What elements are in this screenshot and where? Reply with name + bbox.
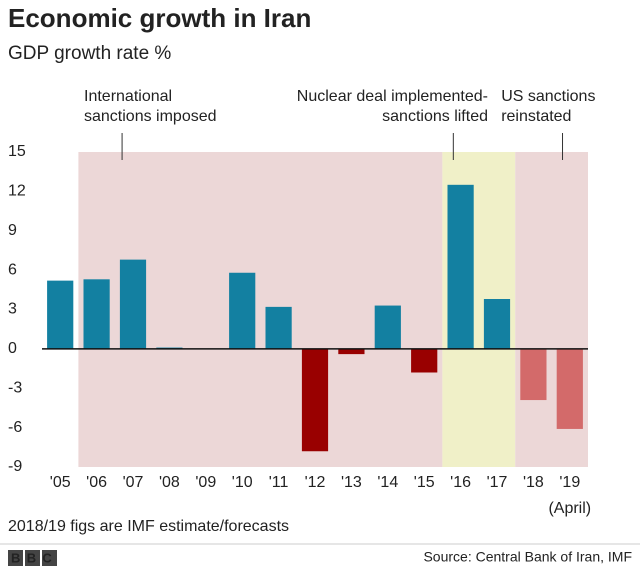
annotation-label: sanctions imposed [84, 108, 217, 125]
y-tick-label: 15 [8, 143, 26, 160]
y-tick-label: -6 [8, 419, 22, 436]
source: Source: Central Bank of Iran, IMF [423, 549, 632, 565]
x-tick-label: '14 [377, 474, 398, 491]
bar [556, 348, 583, 429]
annotation-label: Nuclear deal implemented- [297, 88, 488, 105]
chart-subtitle: GDP growth rate % [8, 43, 171, 64]
bar [119, 259, 147, 349]
x-tick-label: '16 [450, 474, 471, 491]
bar [47, 280, 74, 349]
y-tick-label: 12 [8, 183, 26, 200]
x-tick-label: '11 [269, 474, 289, 491]
y-tick-label: -9 [8, 458, 22, 475]
bar [301, 348, 329, 452]
x-tick-label: '05 [50, 474, 71, 491]
logo-box [25, 550, 40, 566]
plot: International sanctions imposed Nuclear de… [8, 88, 595, 517]
chart-title: Economic growth in Iran [8, 3, 311, 33]
y-tick-label: -3 [8, 379, 22, 396]
annotation-label: sanctions lifted [382, 108, 488, 125]
x-tick-label: '12 [305, 474, 326, 491]
x-tick-label: '06 [86, 474, 107, 491]
logo: BBC [8, 550, 58, 566]
annotation-label: International [84, 88, 172, 105]
x-tick-label: '17 [487, 474, 508, 491]
annotation-label: reinstated [501, 108, 571, 125]
y-tick-label: 0 [8, 340, 17, 357]
bar [411, 348, 438, 373]
annotation-label: US sanctions [501, 88, 595, 105]
x-tick-label: '09 [195, 474, 216, 491]
bar [83, 279, 110, 349]
y-tick-label: 9 [8, 222, 17, 239]
bar [447, 184, 474, 349]
x-tick-label: '19 [559, 474, 580, 491]
logo-box [42, 550, 57, 566]
bar [338, 348, 365, 355]
bar [520, 348, 547, 401]
bar [265, 306, 292, 349]
y-tick-label: 6 [8, 261, 17, 278]
x-tick-label: '10 [232, 474, 253, 491]
logo-box [8, 550, 23, 566]
bar [483, 299, 511, 349]
bar [374, 305, 401, 349]
x-tick-label: '18 [523, 474, 544, 491]
x-tick-label: '08 [159, 474, 180, 491]
logo-text: BBC [11, 550, 58, 565]
x-tick-label: '15 [414, 474, 435, 491]
note: 2018/19 figs are IMF estimate/forecasts [8, 518, 289, 535]
x-note: (April) [548, 500, 591, 517]
x-tick-label: '13 [341, 474, 362, 491]
y-tick-label: 3 [8, 301, 17, 318]
x-tick-label: '07 [123, 474, 144, 491]
bar [229, 272, 256, 349]
